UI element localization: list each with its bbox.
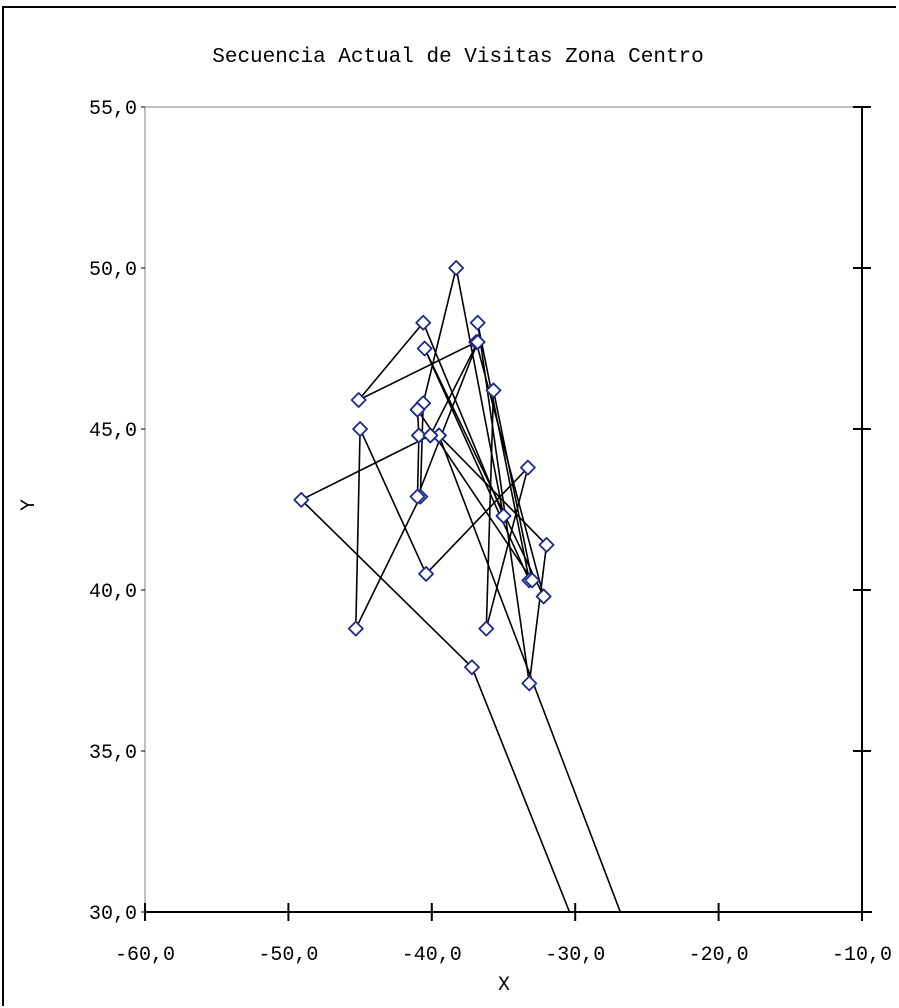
route-segment: [455, 267, 505, 517]
x-tick-label: -10,0: [832, 944, 892, 967]
data-point: [410, 427, 427, 444]
data-point: [469, 314, 486, 331]
route-segment: [528, 544, 548, 684]
data-point: [422, 427, 439, 444]
route-segment: [429, 341, 479, 436]
y-axis-label: Y: [18, 499, 41, 511]
series-line: [300, 267, 622, 912]
route-segment: [476, 322, 531, 581]
route-segment: [358, 341, 477, 401]
route-segment: [300, 434, 431, 501]
route-segment: [485, 390, 495, 629]
x-tick-label: -30,0: [545, 944, 605, 967]
y-tick-label: 30,0: [89, 903, 137, 926]
route-segment: [425, 467, 529, 575]
data-point: [448, 260, 465, 276]
x-tick-label: -50,0: [258, 944, 318, 967]
route-segment: [416, 341, 479, 497]
route-segment: [355, 496, 422, 629]
data-point: [418, 566, 434, 582]
data-point: [521, 675, 538, 692]
route-segment: [422, 267, 457, 404]
data-point: [352, 421, 368, 437]
route-segment: [438, 435, 622, 912]
data-point: [485, 382, 502, 399]
data-point: [464, 659, 480, 676]
x-tick-label: -20,0: [689, 944, 749, 967]
data-point: [495, 508, 512, 524]
x-axis-label: X: [498, 974, 510, 997]
data-point: [538, 537, 555, 553]
route-segment: [359, 428, 427, 575]
data-point: [409, 488, 426, 505]
data-point: [409, 401, 426, 418]
y-tick-label: 45,0: [89, 420, 137, 443]
route-segment: [471, 666, 571, 912]
route-segment: [358, 322, 424, 401]
route-segment: [423, 348, 531, 581]
route-segment: [416, 435, 420, 497]
x-tick-label: -60,0: [115, 944, 175, 967]
data-point: [347, 620, 364, 637]
y-tick-label: 40,0: [89, 581, 137, 604]
x-tick-label: -40,0: [402, 944, 462, 967]
y-tick-label: 55,0: [89, 98, 137, 121]
data-point: [535, 588, 552, 605]
markers: [293, 260, 555, 692]
data-point: [469, 334, 486, 350]
data-point: [293, 491, 310, 508]
data-point: [478, 620, 495, 637]
data-point: [415, 314, 432, 331]
chart-title: Secuencia Actual de Visitas Zona Centro: [212, 46, 703, 69]
axes: -60,0 -50,0 -40,0 -30,0 -20,0 -10,0 30,0 35,0 40…: [89, 98, 892, 967]
route-segment: [485, 467, 529, 629]
route-segment: [492, 390, 533, 581]
y-tick-label: 50,0: [89, 259, 137, 282]
y-tick-label: 35,0: [89, 742, 137, 765]
route-segment: [423, 348, 545, 597]
data-point: [350, 392, 367, 408]
data-point: [519, 459, 536, 476]
route-segment: [300, 499, 473, 668]
route-segment: [354, 428, 361, 629]
data-point: [416, 340, 433, 357]
data-point: [524, 572, 541, 589]
chart-frame: [2, 6, 896, 1006]
